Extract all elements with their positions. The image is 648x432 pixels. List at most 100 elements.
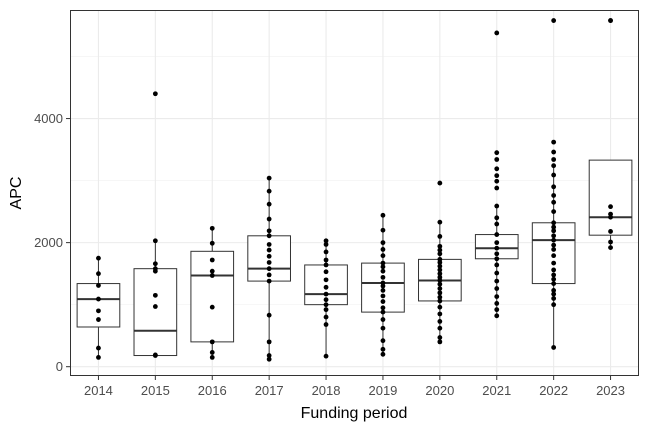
data-point [323, 242, 329, 247]
data-point [380, 325, 386, 331]
y-axis-title: APC [8, 177, 25, 210]
data-point [152, 292, 158, 298]
data-point [323, 302, 329, 308]
data-point [323, 249, 329, 255]
data-point [323, 322, 329, 327]
data-point [494, 278, 500, 284]
data-point [96, 308, 101, 314]
data-point [494, 294, 500, 299]
data-point [152, 238, 158, 244]
data-point [323, 314, 329, 320]
data-point [494, 150, 500, 156]
data-point [266, 353, 272, 358]
data-point [96, 296, 101, 302]
data-point [266, 278, 272, 284]
data-point [608, 229, 613, 234]
data-point [266, 339, 272, 345]
data-point [209, 225, 215, 231]
data-point [551, 172, 557, 178]
data-point [266, 312, 272, 318]
data-point [551, 18, 557, 23]
data-point [437, 243, 443, 249]
data-point [323, 262, 329, 268]
data-point [551, 253, 557, 259]
data-point [437, 267, 443, 273]
y-tick-label: 2000 [34, 235, 63, 250]
data-point [380, 274, 386, 280]
data-point [323, 297, 329, 303]
data-point [551, 224, 557, 230]
data-point [209, 354, 215, 360]
data-point [494, 30, 500, 36]
data-point [494, 178, 500, 184]
data-point [380, 305, 386, 311]
data-point [551, 276, 557, 282]
data-point [96, 283, 101, 288]
x-tick-label: 2021 [482, 383, 511, 398]
data-point [96, 345, 101, 351]
data-point [266, 272, 272, 278]
data-point [494, 270, 500, 276]
data-point [323, 284, 329, 290]
point-series [96, 18, 613, 362]
data-point [437, 263, 443, 269]
data-point [209, 273, 215, 278]
x-tick-label: 2016 [198, 383, 227, 398]
data-point [494, 313, 500, 319]
x-axis-title: Funding period [301, 405, 408, 422]
data-point [209, 257, 215, 263]
data-point [380, 351, 386, 357]
data-point [96, 354, 101, 360]
data-point [494, 221, 500, 227]
data-point [380, 253, 386, 259]
data-point [96, 271, 101, 277]
data-point [266, 233, 272, 239]
data-point [152, 91, 158, 97]
data-point [551, 242, 557, 248]
data-point [266, 247, 272, 253]
y-tick-label: 4000 [34, 111, 63, 126]
data-point [266, 260, 272, 265]
points-2021 [494, 30, 500, 319]
data-point [152, 304, 158, 309]
data-point [494, 203, 500, 209]
data-point [209, 268, 215, 274]
data-point [266, 175, 272, 181]
data-point [437, 219, 443, 225]
data-point [209, 304, 215, 310]
box-body [190, 250, 235, 343]
data-point [551, 163, 557, 169]
data-point [96, 317, 101, 322]
data-point [494, 232, 500, 237]
x-tick-label: 2020 [425, 383, 454, 398]
data-point [380, 309, 386, 315]
data-point [551, 260, 557, 266]
data-point [494, 251, 500, 257]
data-point [608, 239, 613, 245]
x-tick-label: 2018 [312, 383, 341, 398]
data-point [551, 199, 557, 205]
data-point [380, 212, 386, 218]
x-axis: 2014 2015 2016 2017 2018 2019 2020 2021 2022 2023 [84, 376, 625, 398]
data-point [323, 277, 329, 283]
data-point [551, 296, 557, 301]
data-point [380, 247, 386, 252]
data-point [551, 149, 557, 155]
box-2015 [133, 240, 178, 357]
data-point [494, 173, 500, 179]
data-point [266, 201, 272, 207]
data-point [551, 272, 557, 278]
data-point [608, 204, 613, 210]
data-point [551, 209, 557, 215]
data-point [380, 264, 386, 270]
points-2020 [437, 180, 443, 345]
box-body [133, 268, 178, 357]
data-point [551, 157, 557, 162]
data-point [323, 269, 329, 275]
data-point [551, 287, 557, 293]
data-point [551, 220, 557, 226]
data-point [380, 240, 386, 246]
data-point [494, 301, 500, 306]
data-point [152, 261, 158, 267]
x-tick-label: 2017 [255, 383, 284, 398]
